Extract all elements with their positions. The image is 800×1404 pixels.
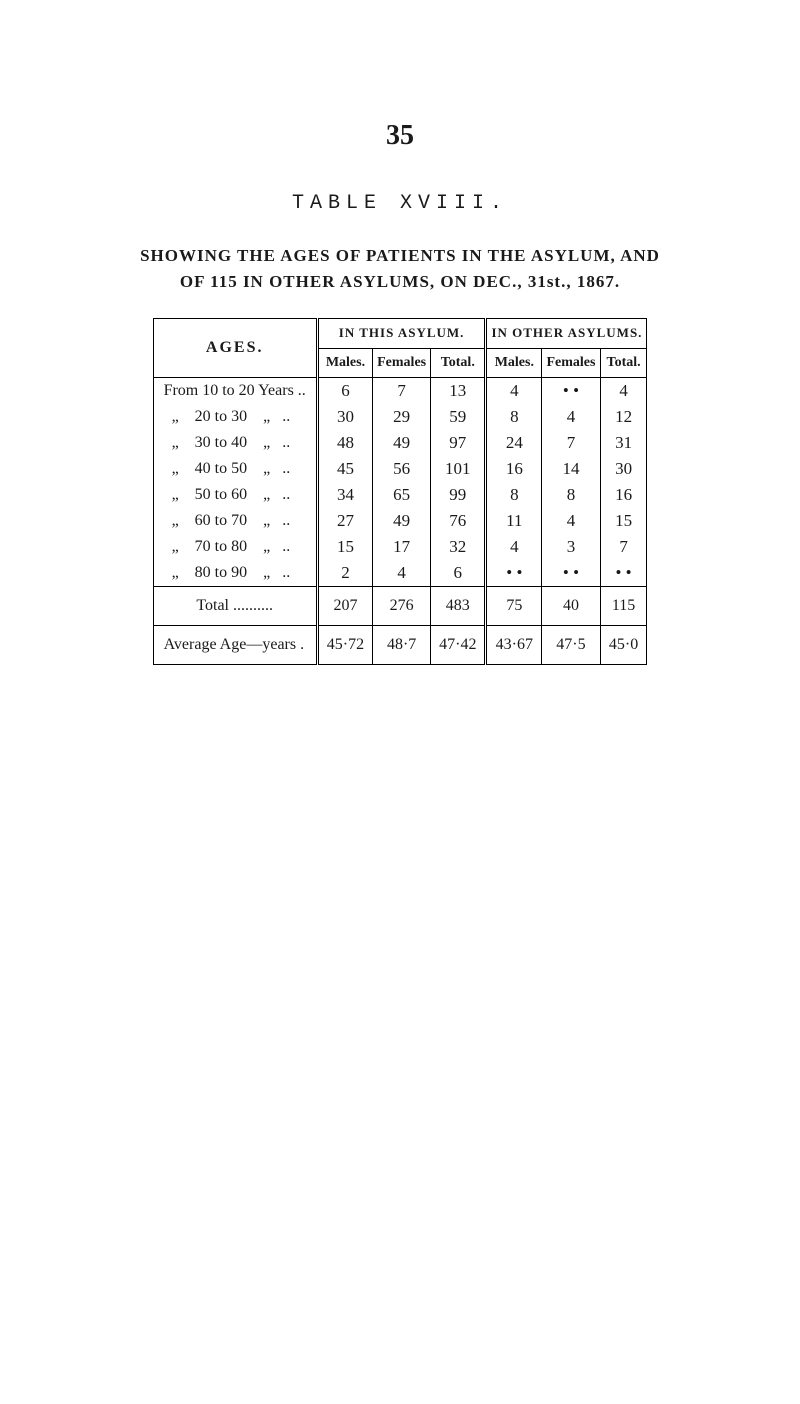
cell: 4 [542,404,600,430]
cell: • • [600,560,647,587]
cell: 4 [373,560,431,587]
row-label: „ 40 to 50 „ .. [153,456,317,482]
table-row: „ 50 to 60 „ .. 34 65 99 8 8 16 [153,482,647,508]
cell: • • [486,560,542,587]
table-row: „ 40 to 50 „ .. 45 56 101 16 14 30 [153,456,647,482]
cell: 11 [486,508,542,534]
row-label: „ 80 to 90 „ .. [153,560,317,587]
cell: 29 [373,404,431,430]
cell: • • [542,378,600,405]
cell: 45·0 [600,626,647,665]
cell: 40 [542,587,600,626]
cell: 8 [486,404,542,430]
cell: 2 [317,560,372,587]
females2-header: Females [542,348,600,378]
cell: 276 [373,587,431,626]
page-number: 35 [50,120,750,152]
cell: 30 [600,456,647,482]
total1-header: Total. [431,348,486,378]
cell: 97 [431,430,486,456]
cell: 17 [373,534,431,560]
cell: 6 [317,378,372,405]
cell: 24 [486,430,542,456]
cell: 56 [373,456,431,482]
cell: 7 [542,430,600,456]
table-row: „ 80 to 90 „ .. 2 4 6 • • • • • • [153,560,647,587]
group1-header: IN THIS ASYLUM. [317,319,486,349]
row-label: „ 50 to 60 „ .. [153,482,317,508]
cell: 49 [373,508,431,534]
average-row: Average Age—years . 45·72 48·7 47·42 43·… [153,626,647,665]
cell: 45·72 [317,626,372,665]
table-row: „ 60 to 70 „ .. 27 49 76 11 4 15 [153,508,647,534]
row-label: From 10 to 20 Years .. [153,378,317,405]
avg-label: Average Age—years . [153,626,317,665]
cell: 15 [317,534,372,560]
cell: 75 [486,587,542,626]
males1-header: Males. [317,348,372,378]
cell: 101 [431,456,486,482]
total-row: Total .......... 207 276 483 75 40 115 [153,587,647,626]
cell: 12 [600,404,647,430]
cell: 115 [600,587,647,626]
cell: 76 [431,508,486,534]
cell: • • [542,560,600,587]
cell: 4 [542,508,600,534]
cell: 34 [317,482,372,508]
table-row: „ 20 to 30 „ .. 30 29 59 8 4 12 [153,404,647,430]
cell: 13 [431,378,486,405]
table-row: „ 70 to 80 „ .. 15 17 32 4 3 7 [153,534,647,560]
cell: 6 [431,560,486,587]
cell: 32 [431,534,486,560]
females1-header: Females [373,348,431,378]
cell: 483 [431,587,486,626]
cell: 43·67 [486,626,542,665]
cell: 99 [431,482,486,508]
cell: 27 [317,508,372,534]
cell: 59 [431,404,486,430]
ages-header: AGES. [153,319,317,378]
cell: 48 [317,430,372,456]
cell: 48·7 [373,626,431,665]
cell: 16 [486,456,542,482]
cell: 16 [600,482,647,508]
cell: 65 [373,482,431,508]
cell: 207 [317,587,372,626]
subtitle-line-2: OF 115 IN OTHER ASYLUMS, ON DEC., 31st.,… [180,272,620,291]
total-label: Total .......... [153,587,317,626]
row-label: „ 60 to 70 „ .. [153,508,317,534]
row-label: „ 70 to 80 „ .. [153,534,317,560]
subtitle: SHOWING THE AGES OF PATIENTS IN THE ASYL… [50,243,750,294]
cell: 7 [600,534,647,560]
subtitle-line-1: SHOWING THE AGES OF PATIENTS IN THE ASYL… [140,246,660,265]
table-row: „ 30 to 40 „ .. 48 49 97 24 7 31 [153,430,647,456]
cell: 3 [542,534,600,560]
cell: 4 [486,378,542,405]
cell: 47·5 [542,626,600,665]
cell: 47·42 [431,626,486,665]
cell: 14 [542,456,600,482]
table-title: TABLE XVIII. [50,192,750,215]
row-label: „ 20 to 30 „ .. [153,404,317,430]
cell: 8 [542,482,600,508]
cell: 4 [600,378,647,405]
group2-header: IN OTHER ASYLUMS. [486,319,647,349]
males2-header: Males. [486,348,542,378]
row-label: „ 30 to 40 „ .. [153,430,317,456]
cell: 45 [317,456,372,482]
cell: 49 [373,430,431,456]
cell: 4 [486,534,542,560]
total2-header: Total. [600,348,647,378]
cell: 7 [373,378,431,405]
table-body: From 10 to 20 Years .. 6 7 13 4 • • 4 „ … [153,378,647,665]
cell: 30 [317,404,372,430]
cell: 31 [600,430,647,456]
cell: 8 [486,482,542,508]
cell: 15 [600,508,647,534]
table-row: From 10 to 20 Years .. 6 7 13 4 • • 4 [153,378,647,405]
data-table: AGES. IN THIS ASYLUM. IN OTHER ASYLUMS. … [153,318,648,665]
